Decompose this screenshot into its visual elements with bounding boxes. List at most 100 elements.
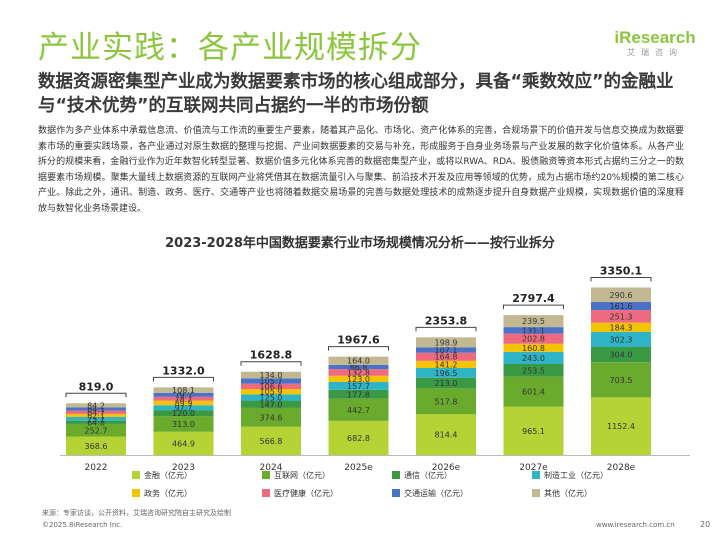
total-bracket [65, 392, 127, 398]
bar-value-label: 89.9 [175, 399, 193, 408]
bar-segment [153, 387, 214, 393]
bar-value-label: 464.9 [172, 439, 195, 448]
bar-segment [503, 315, 564, 328]
bar-segment [503, 364, 564, 377]
bar-segment [591, 362, 651, 398]
bar-value-label: 108.1 [172, 386, 195, 395]
bar-segment [591, 322, 651, 332]
bar-segment [328, 369, 389, 376]
total-label: 1332.0 [162, 364, 205, 377]
bar-segment [153, 431, 214, 455]
legend-swatch [532, 489, 540, 497]
total-label: 1628.8 [250, 349, 292, 362]
category-label: 2026e [432, 463, 461, 473]
bar-segment [328, 381, 389, 390]
bar-value-label: 105.7 [260, 377, 283, 386]
bar-segment [503, 376, 564, 407]
bar-value-label: 177.8 [347, 390, 370, 399]
bar-value-label: 302.3 [610, 335, 633, 344]
legend-swatch [132, 489, 140, 497]
bar-segment [241, 371, 301, 379]
legend-swatch [262, 471, 270, 479]
category-label: 2027e [519, 463, 548, 473]
bar-value-label: 198.9 [435, 338, 458, 347]
bar-value-label: 160.8 [522, 344, 545, 353]
legend-label: 通信（亿元） [404, 470, 452, 480]
bar-value-label: 368.6 [85, 442, 108, 451]
legend-swatch [132, 471, 140, 479]
total-bracket [240, 361, 302, 366]
legend-swatch [262, 489, 270, 497]
bar-segment [66, 423, 126, 437]
bar-segment [416, 414, 476, 455]
bar-segment [153, 410, 214, 417]
bar-value-label: 78.7 [175, 395, 193, 404]
bar-value-label: 965.1 [522, 427, 545, 436]
bar-value-label: 64.8 [87, 418, 105, 427]
bar-value-label: 196.5 [435, 369, 458, 378]
bar-value-label: 243.0 [522, 354, 545, 363]
bar-segment [416, 377, 476, 389]
page-subtitle: 数据资源密集型产业成为数据要素市场的核心组成部分，具备“乘数效应”的金融业与“技… [38, 72, 674, 116]
bar-value-label: 566.8 [260, 437, 283, 446]
bar-segment [153, 405, 214, 411]
category-label: 2025e [344, 463, 373, 473]
bar-segment [153, 400, 214, 406]
total-label: 2353.8 [425, 314, 467, 327]
total-label: 2797.4 [512, 292, 555, 305]
bar-segment [591, 287, 651, 303]
bar-value-label: 62.1 [87, 411, 105, 420]
category-label: 2023 [172, 463, 195, 473]
bar-value-label: 125.0 [260, 393, 283, 402]
bar-value-label: 213.0 [435, 379, 458, 388]
bar-segment [591, 302, 651, 311]
total-label: 1967.6 [337, 334, 380, 347]
bar-segment [66, 403, 126, 408]
bar-value-label: 105.9 [260, 388, 283, 397]
bar-segment [591, 331, 651, 348]
website-link[interactable]: www.iresearch.com.cn [596, 521, 675, 529]
legend-label: 互联网（亿元） [274, 470, 330, 480]
bar-segment [416, 388, 476, 415]
bar-segment [591, 310, 651, 323]
bar-segment [241, 394, 301, 401]
total-bracket [415, 326, 477, 332]
bar-segment [328, 375, 389, 382]
bar-value-label: 132.8 [347, 368, 370, 377]
bar-value-label: 73.7 [87, 415, 105, 424]
bar-value-label: 814.4 [435, 431, 458, 440]
bar-value-label: 164.8 [435, 353, 458, 362]
bar-segment [503, 327, 564, 334]
bar-segment [503, 343, 564, 352]
bar-value-label: 120.0 [172, 409, 195, 418]
bar-value-label: 290.6 [610, 291, 633, 300]
page-number: 20 [700, 520, 711, 529]
bar-value-label: 157.7 [347, 382, 370, 391]
total-bracket [153, 376, 214, 382]
bar-segment [328, 420, 389, 455]
bar-segment [591, 347, 651, 363]
legend-label: 医疗健康（亿元） [274, 488, 338, 498]
source-note: 来源：专家访谈，公开资料，艾瑞咨询研究院自主研究及绘制 [42, 509, 231, 517]
bar-value-label: 79.7 [175, 391, 193, 400]
bar-segment [153, 392, 214, 397]
bar-segment [591, 397, 651, 455]
bar-segment [416, 347, 476, 353]
total-label: 819.0 [79, 380, 114, 393]
bar-value-label: 442.7 [347, 406, 370, 415]
bar-segment [503, 333, 564, 344]
chart-title: 2023-2028年中国数据要素行业市场规模情况分析——按行业拆分 [165, 236, 555, 251]
iresearch-logo: iResearch 艾瑞咨询 [614, 28, 696, 58]
bar-segment [416, 360, 476, 368]
legend-swatch [392, 489, 400, 497]
bar-segment [66, 420, 126, 424]
bar-value-label: 123.0 [347, 375, 370, 384]
bar-segment [241, 400, 301, 408]
bar-value-label: 64.1 [87, 405, 105, 414]
total-bracket [590, 277, 652, 282]
stacked-bar-chart: 368.6 252.764.873.762.164.764.184.2 819.0 2… [60, 265, 690, 498]
bar-segment [416, 337, 476, 348]
bar-value-label: 682.8 [347, 434, 370, 443]
legend-swatch [532, 471, 540, 479]
bar-value-label: 304.0 [610, 351, 633, 360]
